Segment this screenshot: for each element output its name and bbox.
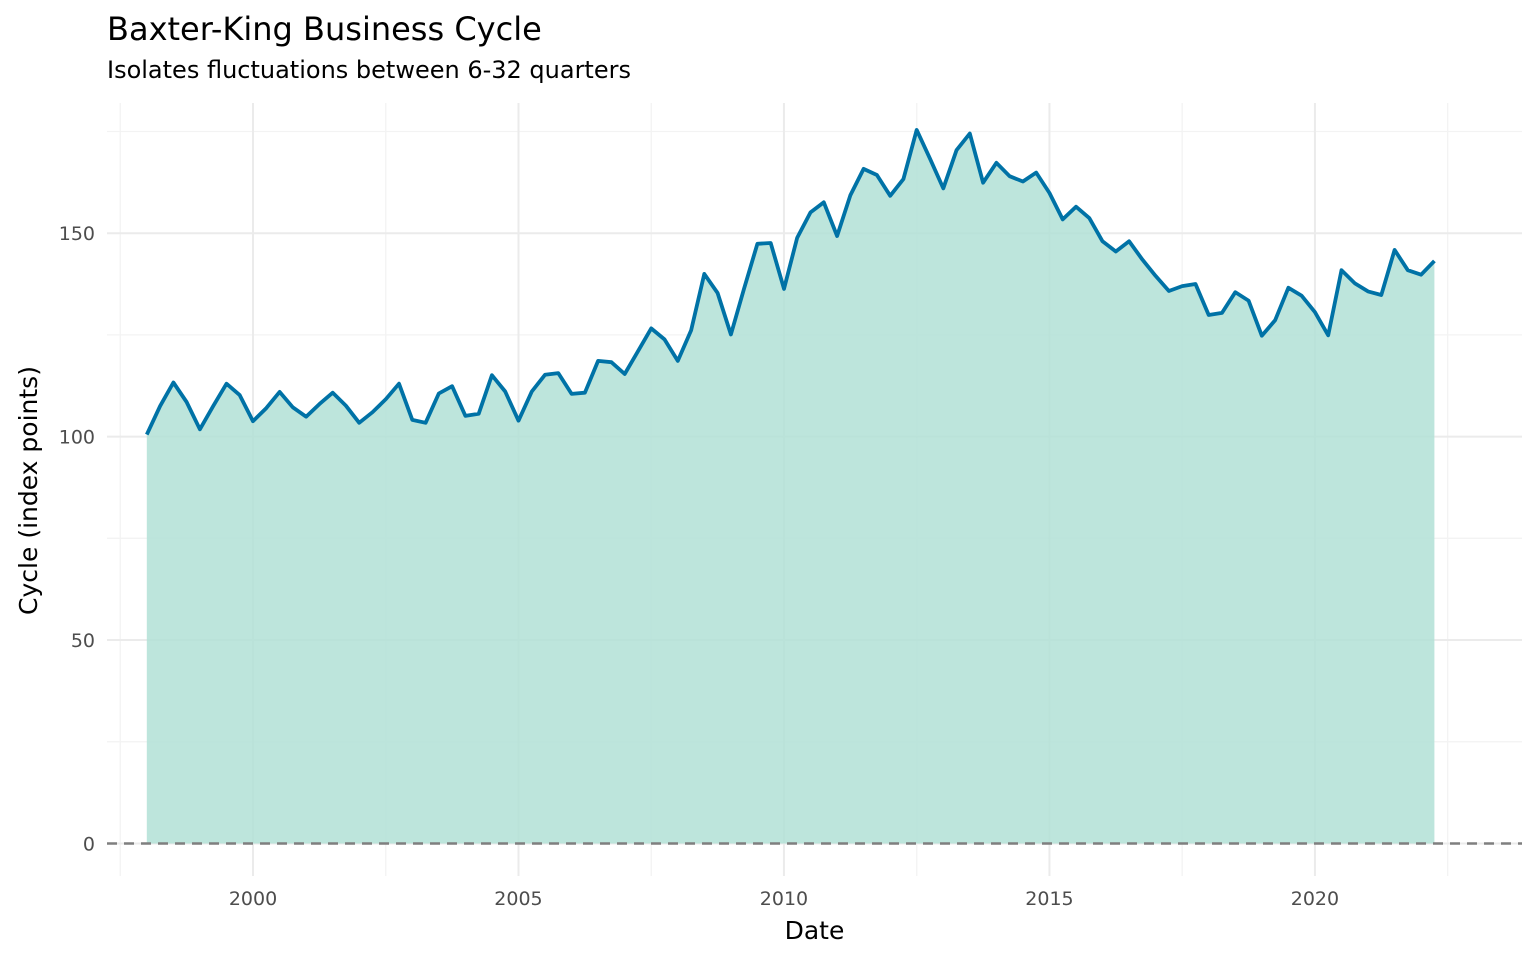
x-axis-title: Date [785,916,845,945]
y-tick-label: 100 [59,427,95,449]
cycle-area [146,129,1435,844]
y-tick-label: 0 [83,833,95,855]
x-tick-labels: 2000 2005 2010 2015 2020 [229,888,1339,910]
x-tick-label: 2005 [494,888,542,910]
y-tick-labels: 0 50 100 150 [59,223,95,855]
x-tick-label: 2010 [760,888,808,910]
y-tick-label: 150 [59,223,95,245]
chart-subtitle: Isolates fluctuations between 6-32 quart… [107,56,631,84]
y-tick-label: 50 [71,630,95,652]
x-tick-label: 2015 [1025,888,1073,910]
cycle-series-line [145,128,1436,436]
chart-title: Baxter-King Business Cycle [107,10,542,48]
y-axis-title: Cycle (index points) [14,366,43,615]
x-tick-label: 2020 [1291,888,1339,910]
x-tick-label: 2000 [229,888,277,910]
